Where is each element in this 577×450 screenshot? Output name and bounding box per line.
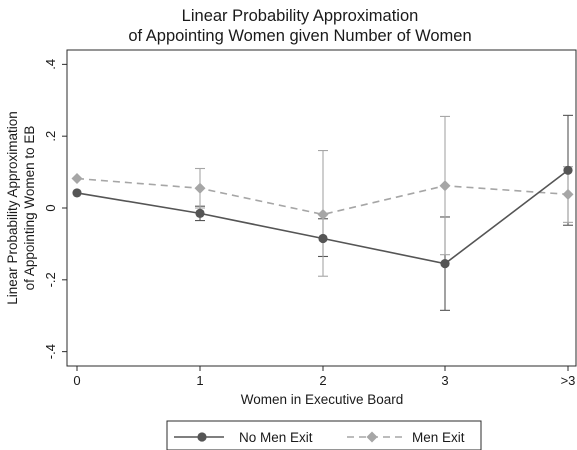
y-tick-label-0: .4 [43, 59, 58, 70]
y-tick-label-2: 0 [43, 204, 58, 211]
x-tick-label-3: 3 [441, 373, 448, 388]
point-no-men-exit-4 [563, 165, 573, 175]
point-men-exit-3 [439, 180, 451, 192]
point-no-men-exit-2 [318, 233, 328, 244]
point-men-exit-1 [194, 182, 206, 194]
legend-label-men-exit: Men Exit [412, 430, 465, 445]
legend-box [166, 420, 482, 450]
legend-marker-men-exit [366, 431, 378, 443]
point-men-exit-4 [562, 188, 574, 200]
plot-frame [66, 49, 577, 367]
chart-subtitle: of Appointing Women given Number of Wome… [128, 27, 471, 45]
legend-label-no-men-exit: No Men Exit [239, 430, 313, 445]
y-axis-label-line-1: Linear Probability Approximation [5, 111, 20, 305]
chart-title: Linear Probability Approximation [182, 7, 419, 25]
point-no-men-exit-3 [440, 259, 450, 269]
plot-area: .4 .2 0 -.2 -.4 0 1 2 3 >3 [43, 49, 577, 388]
legend: No Men Exit Men Exit [166, 420, 482, 450]
x-tick-label-4: >3 [561, 373, 576, 388]
point-no-men-exit-1 [195, 208, 205, 218]
point-men-exit-2 [317, 208, 329, 220]
x-tick-label-1: 1 [196, 373, 203, 388]
y-axis-label: Linear Probability Approximation of Appo… [5, 111, 37, 305]
x-tick-label-0: 0 [73, 373, 80, 388]
legend-marker-no-men-exit [197, 432, 207, 442]
y-axis-label-line-2: of Appointing Women to EB [22, 126, 37, 291]
y-tick-label-4: -.4 [43, 344, 58, 359]
x-tick-label-2: 2 [319, 373, 326, 388]
x-axis-label: Women in Executive Board [241, 392, 404, 407]
y-tick-label-1: .2 [43, 131, 58, 142]
point-men-exit-0 [71, 173, 83, 185]
y-tick-label-3: -.2 [43, 272, 58, 287]
point-no-men-exit-0 [72, 188, 82, 198]
